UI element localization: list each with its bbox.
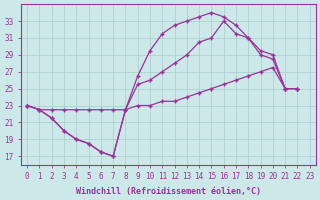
X-axis label: Windchill (Refroidissement éolien,°C): Windchill (Refroidissement éolien,°C)	[76, 187, 261, 196]
